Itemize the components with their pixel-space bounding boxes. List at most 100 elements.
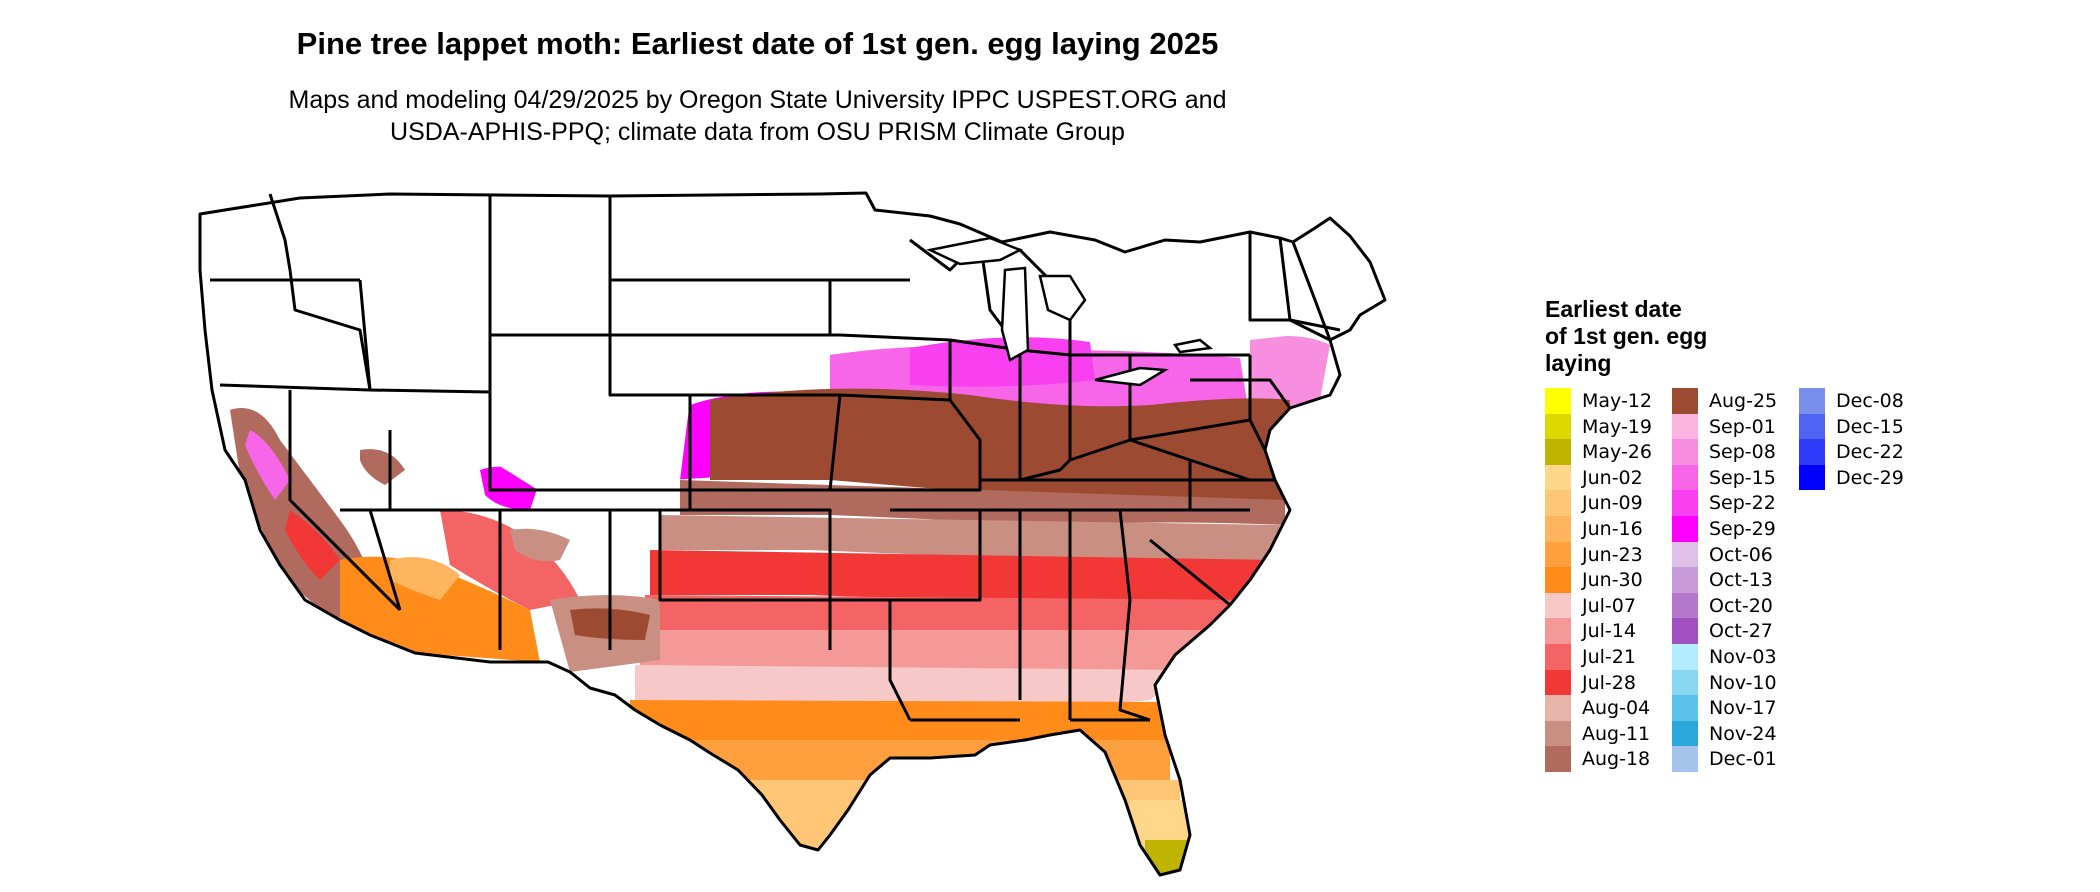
legend-item: May-19 <box>1545 413 1675 440</box>
legend-swatch <box>1672 515 1698 542</box>
legend-label: Oct-13 <box>1709 569 1773 592</box>
legend-label: Aug-25 <box>1709 390 1778 412</box>
legend-swatch <box>1545 515 1571 542</box>
legend-label: Jul-28 <box>1582 671 1636 694</box>
legend-column-2: Aug-25 Sep-01 Sep-08 Sep-15 Sep-22 Sep-29 Oct-… <box>1672 388 1802 772</box>
legend-label: Oct-06 <box>1709 543 1773 566</box>
legend-item: May-26 <box>1545 439 1675 465</box>
legend-swatch <box>1672 388 1698 414</box>
legend-swatch <box>1799 464 1825 491</box>
legend-label: Aug-18 <box>1582 748 1651 771</box>
legend-label: Dec-08 <box>1836 390 1904 412</box>
legend-swatch <box>1545 695 1571 721</box>
legend-label: Oct-20 <box>1709 594 1773 617</box>
legend-label: Nov-03 <box>1709 645 1777 668</box>
legend-column-1: May-12 May-19 May-26 Jun-02 Jun-09 Jun-16 Jun-… <box>1545 388 1675 772</box>
legend-label: Oct-27 <box>1709 620 1773 643</box>
legend-label: May-12 <box>1582 390 1652 412</box>
legend-label: Jun-23 <box>1582 543 1643 566</box>
legend-item: Oct-20 <box>1672 592 1802 619</box>
legend-item: Jun-16 <box>1545 515 1675 542</box>
legend-swatch <box>1672 643 1698 670</box>
legend-label: May-19 <box>1582 415 1652 438</box>
legend-swatch <box>1672 464 1698 491</box>
legend-swatch <box>1545 643 1571 670</box>
legend-item: Nov-03 <box>1672 643 1802 670</box>
legend-swatch <box>1672 592 1698 619</box>
legend-swatch <box>1672 567 1698 593</box>
legend-label: Sep-22 <box>1709 492 1776 515</box>
legend-item: May-12 <box>1545 388 1675 414</box>
legend-swatch <box>1545 439 1571 465</box>
legend-label: Nov-17 <box>1709 697 1777 720</box>
legend-label: Jun-30 <box>1582 569 1643 592</box>
great-lakes <box>926 236 1214 387</box>
legend-item: Sep-22 <box>1672 490 1802 516</box>
legend-swatch <box>1545 413 1571 440</box>
state-borders <box>198 191 1387 877</box>
subtitle-line-1: Maps and modeling 04/29/2025 by Oregon S… <box>288 86 1227 114</box>
legend-label: Dec-29 <box>1836 466 1904 489</box>
legend-swatch <box>1672 720 1698 747</box>
legend-label: May-26 <box>1582 441 1652 464</box>
legend-item: Jul-14 <box>1545 618 1675 644</box>
legend-item: Oct-06 <box>1672 541 1802 568</box>
legend-item: Aug-04 <box>1545 695 1675 721</box>
legend-swatch <box>1545 567 1571 593</box>
legend-swatch <box>1672 541 1698 568</box>
legend-item: Jun-09 <box>1545 490 1675 516</box>
legend-title-line-2: of 1st gen. egg <box>1545 323 1708 349</box>
legend-item: Nov-24 <box>1672 720 1802 747</box>
legend-item: Nov-17 <box>1672 695 1802 721</box>
legend-item: Dec-01 <box>1672 746 1802 772</box>
legend-swatch <box>1672 695 1698 721</box>
legend-item: Oct-27 <box>1672 618 1802 644</box>
legend-swatch <box>1672 439 1698 465</box>
legend-item: Nov-10 <box>1672 669 1802 696</box>
legend-column-3: Dec-08 Dec-15 Dec-22 Dec-29 <box>1799 388 1929 491</box>
legend-swatch <box>1545 669 1571 696</box>
legend-label: Aug-11 <box>1582 722 1651 745</box>
legend-swatch <box>1799 413 1825 440</box>
legend-item: Oct-13 <box>1672 567 1802 593</box>
legend-label: Jun-02 <box>1582 466 1643 489</box>
legend-label: Jul-14 <box>1582 620 1636 643</box>
legend-swatch <box>1545 464 1571 491</box>
legend-item: Jun-23 <box>1545 541 1675 568</box>
legend-label: Sep-29 <box>1709 517 1776 540</box>
legend-swatch <box>1545 592 1571 619</box>
legend-item: Dec-08 <box>1799 388 1929 414</box>
legend-item: Jul-07 <box>1545 592 1675 619</box>
legend-swatch <box>1545 541 1571 568</box>
legend-label: Jul-07 <box>1582 594 1636 617</box>
legend-label: Nov-24 <box>1709 722 1777 745</box>
us-phenology-map <box>198 191 1387 877</box>
legend-swatch <box>1545 618 1571 644</box>
legend-label: Jun-16 <box>1582 517 1643 540</box>
legend-item: Sep-15 <box>1672 464 1802 491</box>
legend-swatch <box>1545 746 1571 772</box>
legend-item: Jun-30 <box>1545 567 1675 593</box>
legend-label: Dec-15 <box>1836 415 1904 438</box>
legend-item: Aug-18 <box>1545 746 1675 772</box>
legend-label: Jun-09 <box>1582 492 1643 515</box>
legend-label: Nov-10 <box>1709 671 1777 694</box>
legend-title: Earliest date of 1st gen. egg laying <box>1545 296 1765 377</box>
legend-item: Dec-22 <box>1799 439 1929 465</box>
legend-item: Sep-29 <box>1672 515 1802 542</box>
legend-item: Aug-25 <box>1672 388 1802 414</box>
legend-item: Dec-29 <box>1799 464 1929 491</box>
legend-label: Dec-22 <box>1836 441 1904 464</box>
map-title: Pine tree lappet moth: Earliest date of … <box>296 26 1219 61</box>
legend-item: Jul-21 <box>1545 643 1675 670</box>
legend-swatch <box>1672 490 1698 516</box>
legend-swatch <box>1799 439 1825 465</box>
legend-item: Sep-01 <box>1672 413 1802 440</box>
legend-item: Dec-15 <box>1799 413 1929 440</box>
legend-label: Sep-01 <box>1709 415 1776 438</box>
legend-swatch <box>1545 720 1571 747</box>
legend-label: Sep-15 <box>1709 466 1776 489</box>
legend-swatch <box>1672 669 1698 696</box>
legend-swatch <box>1672 413 1698 440</box>
legend-label: Dec-01 <box>1709 748 1777 771</box>
